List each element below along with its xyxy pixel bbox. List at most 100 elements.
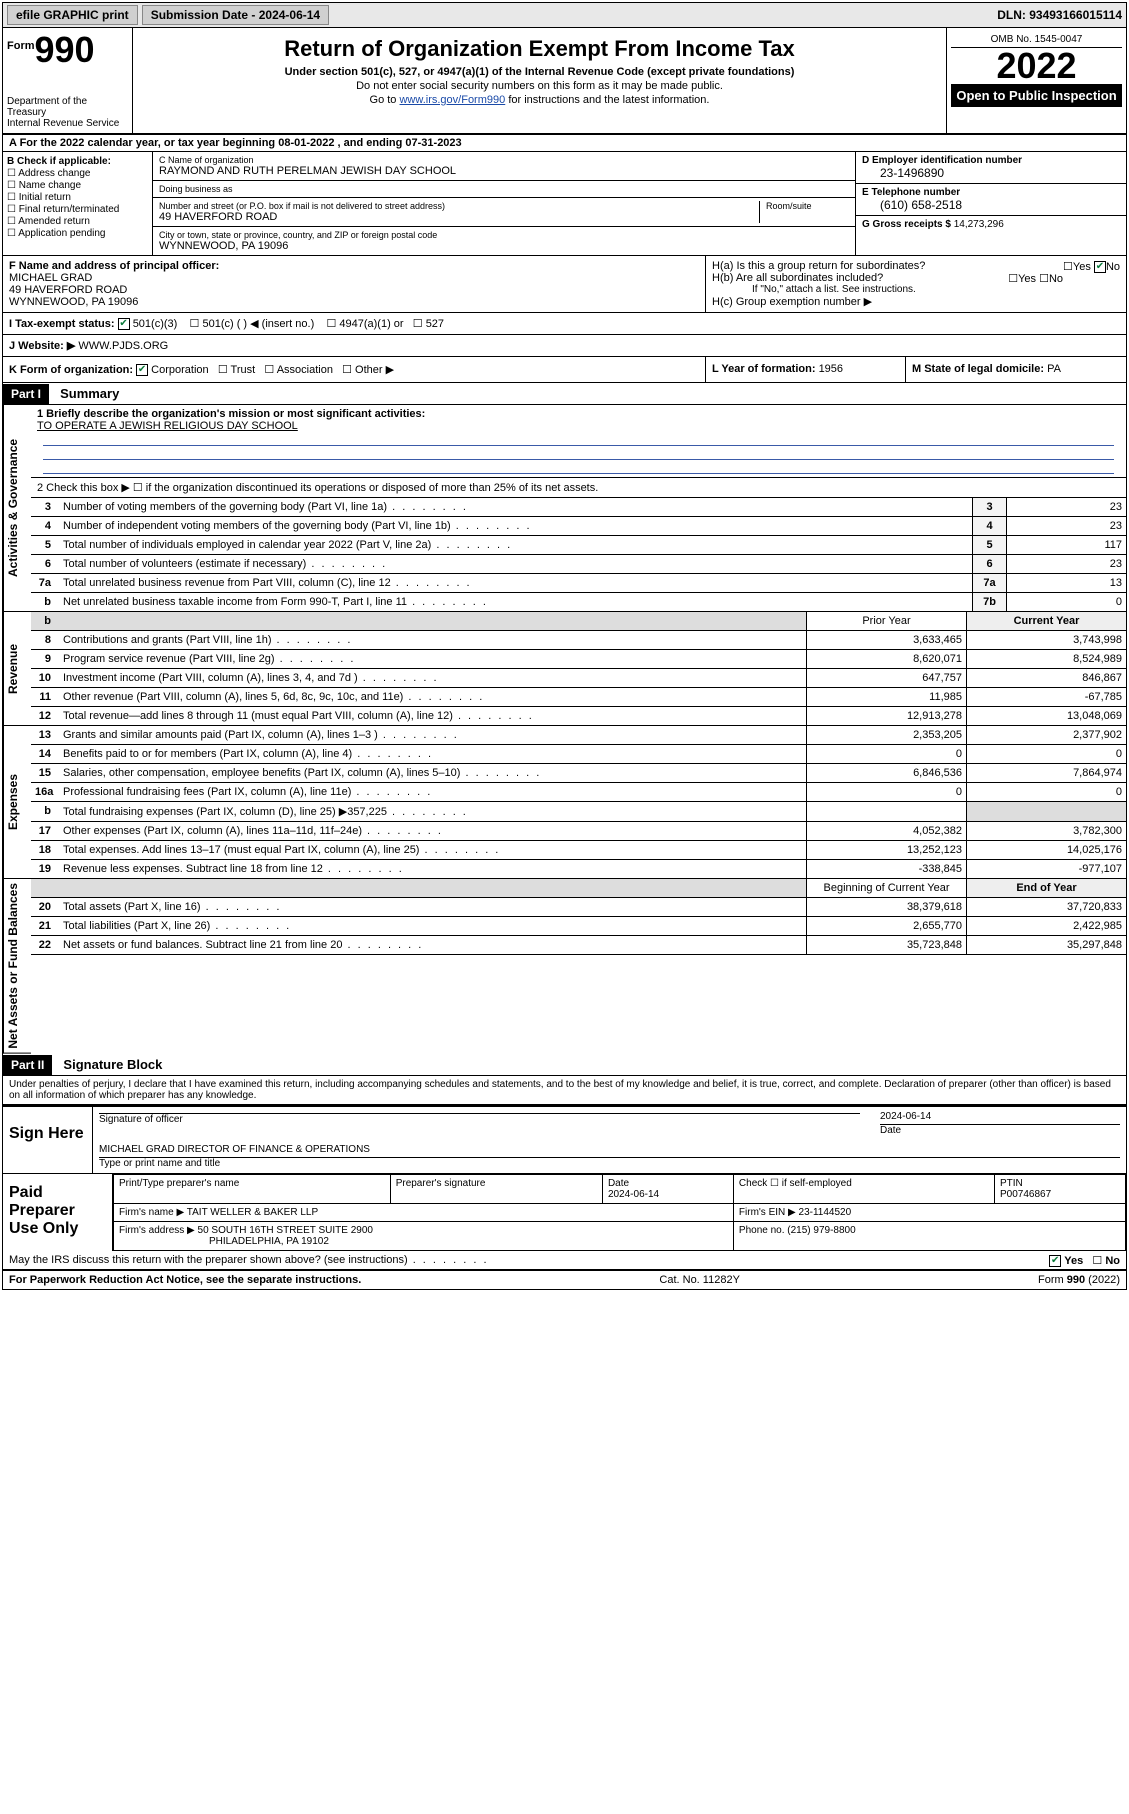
line-num: 9 bbox=[31, 650, 59, 668]
line-num: 12 bbox=[31, 707, 59, 725]
firm-name-label: Firm's name ▶ bbox=[119, 1207, 187, 1218]
chk-application-pending-label: Application pending bbox=[18, 228, 105, 239]
chk-501c3[interactable] bbox=[118, 318, 130, 330]
chk-final-return[interactable]: ☐ Final return/terminated bbox=[7, 204, 148, 215]
numline-18: 18Total expenses. Add lines 13–17 (must … bbox=[31, 841, 1126, 860]
m-state: M State of legal domicile: PA bbox=[906, 357, 1126, 382]
line-num: 19 bbox=[31, 860, 59, 878]
line-box: 6 bbox=[972, 555, 1006, 573]
form-subtitle: Under section 501(c), 527, or 4947(a)(1)… bbox=[137, 66, 942, 78]
column-c: C Name of organization RAYMOND AND RUTH … bbox=[153, 152, 856, 255]
phone-value: (215) 979-8800 bbox=[787, 1225, 855, 1236]
chk-address-change[interactable]: ☐ Address change bbox=[7, 168, 148, 179]
dln-label: DLN: bbox=[997, 8, 1029, 22]
declaration-text: Under penalties of perjury, I declare th… bbox=[3, 1076, 1126, 1105]
officer-name: MICHAEL GRAD DIRECTOR OF FINANCE & OPERA… bbox=[99, 1144, 370, 1155]
line-text: Contributions and grants (Part VIII, lin… bbox=[59, 631, 806, 649]
b-label: B Check if applicable: bbox=[7, 156, 111, 167]
line-box: 7a bbox=[972, 574, 1006, 592]
line-prior: 38,379,618 bbox=[806, 898, 966, 916]
numline-10: 10Investment income (Part VIII, column (… bbox=[31, 669, 1126, 688]
tab-expenses: Expenses bbox=[3, 726, 31, 879]
line-prior bbox=[806, 802, 966, 821]
d-ein-value: 23-1496890 bbox=[862, 166, 1120, 180]
net-hdr-spacer bbox=[59, 879, 806, 897]
dln-value: 93493166015114 bbox=[1029, 8, 1122, 22]
chk-final-return-label: Final return/terminated bbox=[19, 204, 120, 215]
i-4947: 4947(a)(1) or bbox=[339, 318, 403, 330]
efile-print-button[interactable]: efile GRAPHIC print bbox=[7, 5, 138, 25]
firm-addr2: PHILADELPHIA, PA 19102 bbox=[119, 1236, 329, 1247]
row-a-taxyear: A For the 2022 calendar year, or tax yea… bbox=[3, 135, 1126, 152]
numline-14: 14Benefits paid to or for members (Part … bbox=[31, 745, 1126, 764]
line-curr: 8,524,989 bbox=[966, 650, 1126, 668]
firm-addr-label: Firm's address ▶ bbox=[119, 1225, 198, 1236]
c-city-value: WYNNEWOOD, PA 19096 bbox=[159, 240, 849, 252]
firm-ein-label: Firm's EIN ▶ bbox=[739, 1207, 799, 1218]
chk-initial-return[interactable]: ☐ Initial return bbox=[7, 192, 148, 203]
net-hdr-blank bbox=[31, 879, 59, 897]
chk-name-change[interactable]: ☐ Name change bbox=[7, 180, 148, 191]
submission-date-value: 2024-06-14 bbox=[259, 8, 320, 22]
line-text: Net unrelated business taxable income fr… bbox=[59, 593, 972, 611]
irs-label: Internal Revenue Service bbox=[7, 118, 128, 129]
h-a-no-checkbox[interactable] bbox=[1094, 261, 1106, 273]
line-prior: 2,353,205 bbox=[806, 726, 966, 744]
prep-self-cell[interactable]: Check ☐ if self-employed bbox=[733, 1174, 994, 1203]
paid-preparer-table: Print/Type preparer's name Preparer's si… bbox=[113, 1174, 1126, 1251]
chk-amended-return[interactable]: ☐ Amended return bbox=[7, 216, 148, 227]
a-begin: 08-01-2022 bbox=[278, 137, 334, 149]
governance-body: 1 Briefly describe the organization's mi… bbox=[31, 405, 1126, 612]
date-sig-line bbox=[880, 1124, 1120, 1125]
g-gross-label: G Gross receipts $ bbox=[862, 219, 954, 230]
name-line bbox=[99, 1157, 1120, 1158]
note2-prefix: Go to bbox=[370, 94, 400, 106]
rev-lines: 8Contributions and grants (Part VIII, li… bbox=[31, 631, 1126, 726]
line-text: Net assets or fund balances. Subtract li… bbox=[59, 936, 806, 954]
row-i-tax-status: I Tax-exempt status: 501(c)(3) ☐ 501(c) … bbox=[3, 313, 1126, 335]
h-a: H(a) Is this a group return for subordin… bbox=[712, 260, 1120, 272]
k-form-org: K Form of organization: Corporation ☐ Tr… bbox=[3, 357, 706, 382]
irs-link[interactable]: www.irs.gov/Form990 bbox=[399, 94, 505, 106]
h-c: H(c) Group exemption number ▶ bbox=[712, 295, 1120, 308]
c-room-label: Room/suite bbox=[766, 201, 849, 211]
form-note-ssn: Do not enter social security numbers on … bbox=[137, 80, 942, 92]
discuss-no: No bbox=[1105, 1255, 1120, 1267]
h-group: H(a) Is this a group return for subordin… bbox=[706, 256, 1126, 312]
q1-blank-2 bbox=[43, 446, 1114, 460]
line-curr: 37,720,833 bbox=[966, 898, 1126, 916]
row-fh: F Name and address of principal officer:… bbox=[3, 256, 1126, 313]
line-prior: 11,985 bbox=[806, 688, 966, 706]
sign-here-label: Sign Here bbox=[3, 1107, 93, 1173]
firm-name-cell: Firm's name ▶ TAIT WELLER & BAKER LLP bbox=[114, 1203, 734, 1221]
k-corp: Corporation bbox=[151, 364, 208, 376]
exp-lines: 13Grants and similar amounts paid (Part … bbox=[31, 726, 1126, 879]
phone-label: Phone no. bbox=[739, 1225, 787, 1236]
firm-ein-cell: Firm's EIN ▶ 23-1144520 bbox=[733, 1203, 1125, 1221]
form-title: Return of Organization Exempt From Incom… bbox=[137, 36, 942, 62]
part-ii-badge: Part II bbox=[3, 1055, 52, 1075]
line-text: Total revenue—add lines 8 through 11 (mu… bbox=[59, 707, 806, 725]
line-num: b bbox=[31, 593, 59, 611]
line-curr: 13,048,069 bbox=[966, 707, 1126, 725]
line-val: 117 bbox=[1006, 536, 1126, 554]
line-text: Total unrelated business revenue from Pa… bbox=[59, 574, 972, 592]
q2-discontinued: 2 Check this box ▶ ☐ if the organization… bbox=[31, 478, 1126, 498]
summary-grid: Activities & Governance 1 Briefly descri… bbox=[3, 405, 1126, 1054]
chk-application-pending[interactable]: ☐ Application pending bbox=[7, 228, 148, 239]
dept-treasury: Department of the Treasury bbox=[7, 96, 128, 118]
numline-19: 19Revenue less expenses. Subtract line 1… bbox=[31, 860, 1126, 879]
discuss-yes-checkbox[interactable] bbox=[1049, 1255, 1061, 1267]
ptin-label: PTIN bbox=[1000, 1178, 1023, 1189]
numline-8: 8Contributions and grants (Part VIII, li… bbox=[31, 631, 1126, 650]
line-prior: 2,655,770 bbox=[806, 917, 966, 935]
line-prior: -338,845 bbox=[806, 860, 966, 878]
h-b-yes: Yes bbox=[1018, 273, 1036, 285]
chk-corp[interactable] bbox=[136, 364, 148, 376]
tab-revenue: Revenue bbox=[3, 612, 31, 726]
paid-preparer-row: Paid Preparer Use Only Print/Type prepar… bbox=[3, 1174, 1126, 1251]
tab-netassets: Net Assets or Fund Balances bbox=[3, 879, 31, 1054]
officer-sig-line[interactable] bbox=[99, 1113, 860, 1114]
numline-5: 5Total number of individuals employed in… bbox=[31, 536, 1126, 555]
line-prior: 8,620,071 bbox=[806, 650, 966, 668]
